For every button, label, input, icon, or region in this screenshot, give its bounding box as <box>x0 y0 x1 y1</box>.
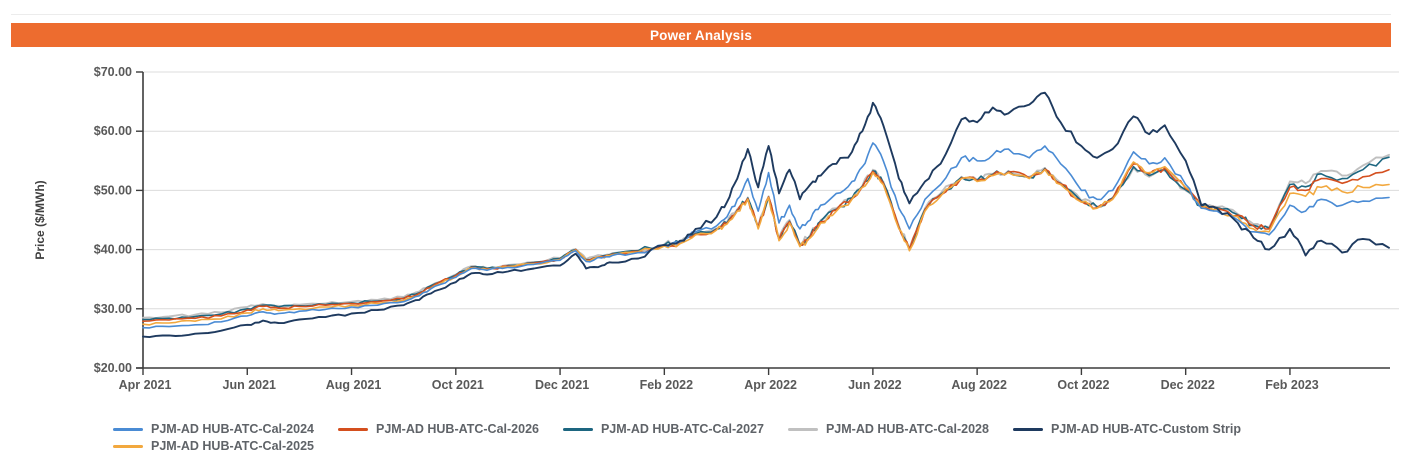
x-tick-label: Apr 2022 <box>744 378 797 392</box>
x-tick-label: Aug 2021 <box>326 378 382 392</box>
legend-item-pjm-ad-hub-atc-cal-2024[interactable]: PJM-AD HUB-ATC-Cal-2024 <box>113 422 314 436</box>
legend-swatch <box>337 427 368 431</box>
legend-item-pjm-ad-hub-atc-custom-strip[interactable]: PJM-AD HUB-ATC-Custom Strip <box>1012 422 1241 436</box>
legend-label: PJM-AD HUB-ATC-Custom Strip <box>1050 422 1241 436</box>
legend-item-pjm-ad-hub-atc-cal-2028[interactable]: PJM-AD HUB-ATC-Cal-2028 <box>787 422 989 436</box>
y-tick-label: $20.00 <box>94 361 132 375</box>
x-tick-label: Aug 2022 <box>951 378 1007 392</box>
legend-label: PJM-AD HUB-ATC-Cal-2026 <box>375 422 539 436</box>
legend-label: PJM-AD HUB-ATC-Cal-2025 <box>151 439 314 453</box>
legend-swatch <box>1012 427 1043 431</box>
series-line-pjm-ad-hub-atc-custom-strip <box>142 91 1390 339</box>
legend-item-pjm-ad-hub-atc-cal-2025[interactable]: PJM-AD HUB-ATC-Cal-2025 <box>113 439 314 453</box>
panel-top-border <box>11 14 1391 15</box>
x-tick-label: Feb 2022 <box>640 378 694 392</box>
legend-swatch <box>787 427 818 431</box>
legend-item-pjm-ad-hub-atc-cal-2026[interactable]: PJM-AD HUB-ATC-Cal-2026 <box>337 422 539 436</box>
x-tick-label: Oct 2021 <box>432 378 484 392</box>
x-tick-label: Dec 2022 <box>1161 378 1215 392</box>
x-tick-label: Jun 2021 <box>223 378 277 392</box>
panel-header: Power Analysis <box>11 23 1391 47</box>
y-tick-label: $50.00 <box>94 183 132 197</box>
y-tick-label: $70.00 <box>94 65 132 79</box>
series-line-pjm-ad-hub-atc-cal-2026 <box>142 163 1390 322</box>
legend-item-pjm-ad-hub-atc-cal-2027[interactable]: PJM-AD HUB-ATC-Cal-2027 <box>562 422 764 436</box>
series-line-pjm-ad-hub-atc-cal-2028 <box>142 153 1390 320</box>
y-tick-label: $60.00 <box>94 124 132 138</box>
chart-title: Power Analysis <box>649 27 753 43</box>
legend-row: PJM-AD HUB-ATC-Cal-2025 <box>113 439 1241 453</box>
x-tick-label: Jun 2022 <box>848 378 902 392</box>
legend-swatch <box>562 427 593 431</box>
legend-label: PJM-AD HUB-ATC-Cal-2024 <box>151 422 314 436</box>
x-tick-label: Dec 2021 <box>535 378 589 392</box>
chart-legend: PJM-AD HUB-ATC-Cal-2024 PJM-AD HUB-ATC-Ca… <box>113 422 1241 453</box>
series-line-pjm-ad-hub-atc-cal-2025 <box>142 161 1390 326</box>
legend-swatch <box>113 444 143 448</box>
x-tick-label: Apr 2021 <box>119 378 172 392</box>
y-tick-label: $40.00 <box>94 243 132 257</box>
legend-label: PJM-AD HUB-ATC-Cal-2027 <box>600 422 764 436</box>
x-tick-label: Feb 2023 <box>1265 378 1319 392</box>
legend-label: PJM-AD HUB-ATC-Cal-2028 <box>825 422 989 436</box>
legend-swatch <box>113 427 143 431</box>
series-line-pjm-ad-hub-atc-cal-2024 <box>142 142 1390 329</box>
x-tick-label: Oct 2022 <box>1057 378 1109 392</box>
y-tick-label: $30.00 <box>94 302 132 316</box>
legend-row: PJM-AD HUB-ATC-Cal-2024 PJM-AD HUB-ATC-Ca… <box>113 422 1241 436</box>
